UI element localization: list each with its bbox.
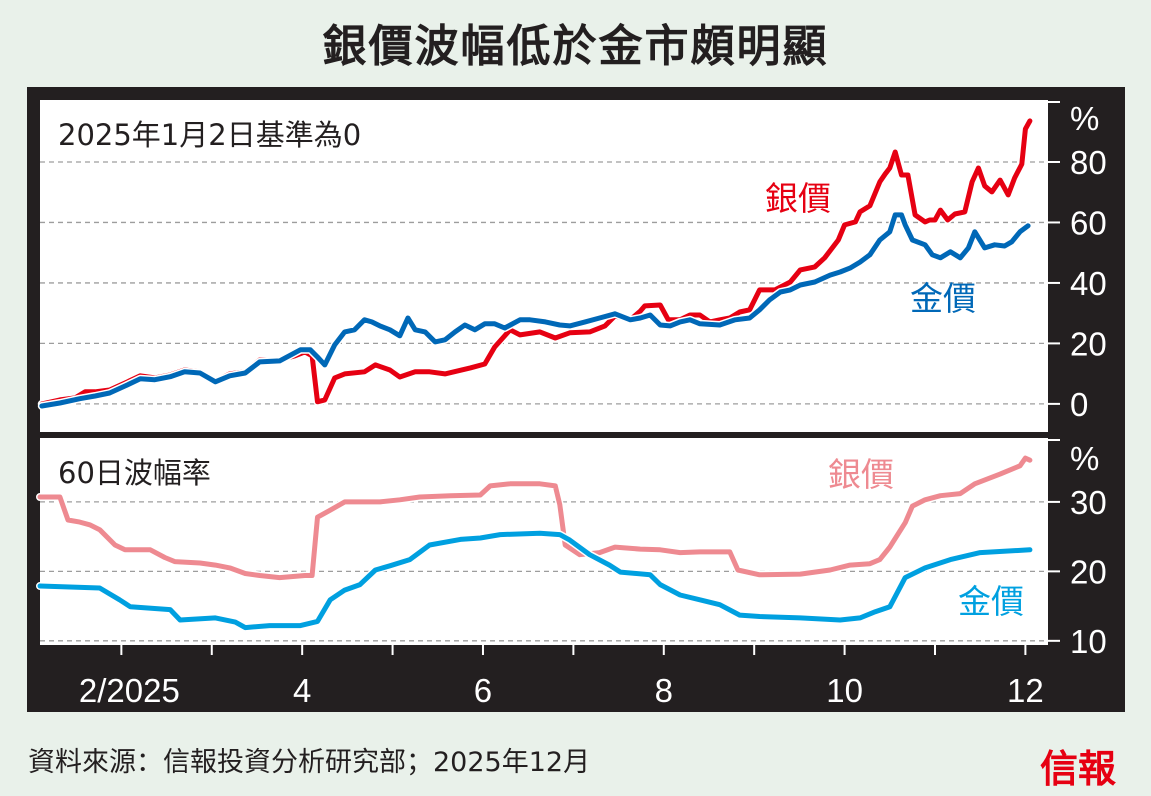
legend-silver-volatility: 銀價: [828, 455, 894, 494]
y-tick-label: 20: [1070, 553, 1107, 590]
y-tick-label: 60: [1070, 204, 1107, 241]
legend-silver-price: 銀價: [765, 179, 831, 218]
series-line-volatility-gold: [37, 530, 1033, 631]
y-tick-label: 40: [1070, 265, 1107, 302]
top-panel-subtitle: 2025年1月2日基準為0: [58, 118, 362, 152]
chart-title: 銀價波幅低於金市頗明顯: [322, 21, 829, 72]
legend-gold-price: 金價: [910, 279, 976, 318]
y-tick-label: 0: [1070, 386, 1088, 423]
y-unit-label: %: [1070, 440, 1099, 477]
y-tick-label: 30: [1070, 484, 1107, 521]
series-line-volatility-silver: [37, 455, 1033, 581]
source-note: 資料來源：信報投資分析研究部；2025年12月: [28, 747, 591, 778]
x-tick-label: 2/2025: [79, 672, 180, 709]
legend-gold-volatility: 金價: [958, 582, 1024, 621]
x-tick-label: 8: [655, 672, 673, 709]
bottom-panel-subtitle: 60日波幅率: [58, 456, 211, 490]
x-tick-label: 6: [474, 672, 492, 709]
y-unit-label: %: [1070, 100, 1099, 137]
x-tick-label: 10: [826, 672, 863, 709]
y-tick-label: 20: [1070, 325, 1107, 362]
series-line-price-gold: [39, 212, 1031, 409]
publisher-logo: 信報: [1040, 746, 1117, 791]
y-tick-label: 10: [1070, 623, 1107, 660]
y-tick-label: 80: [1070, 144, 1107, 181]
x-tick-label: 12: [1007, 672, 1044, 709]
x-tick-label: 4: [293, 672, 311, 709]
